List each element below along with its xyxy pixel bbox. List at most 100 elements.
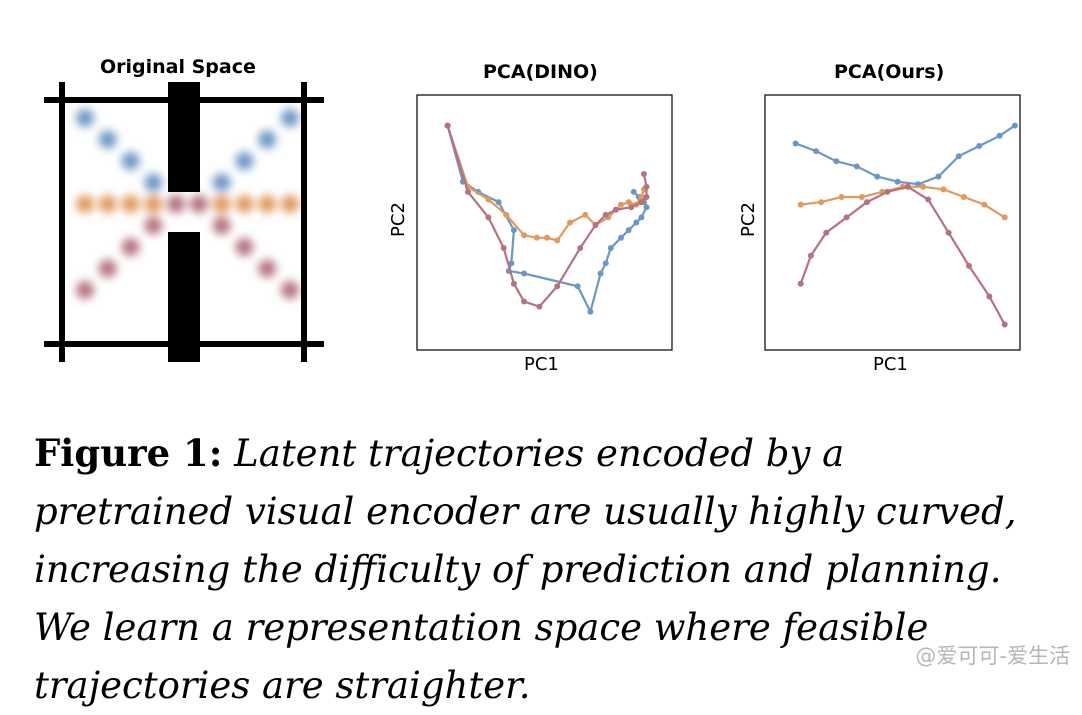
ours-plot-pink-point	[904, 183, 911, 190]
dino-plot-pink-point	[554, 283, 561, 290]
ours-plot-pink-point	[884, 188, 891, 195]
original-pink-point	[281, 281, 299, 299]
grid-left-line	[59, 82, 65, 362]
figure-canvas	[44, 82, 1021, 362]
ours-plot-blue-line	[795, 124, 1016, 186]
original-blue-point	[235, 152, 254, 170]
original-blue-point	[144, 173, 163, 192]
ours-plot-blue-point	[833, 158, 840, 165]
ours-plot-orange-point	[981, 201, 988, 208]
dino-plot-pink-point	[465, 188, 471, 195]
original-space-grid	[44, 82, 324, 362]
dino-plot-pink-point	[500, 245, 507, 251]
dino-plot-blue-line	[446, 125, 648, 315]
dino-plot-series	[444, 122, 650, 315]
original-orange-point	[98, 195, 117, 213]
original-pink-point	[144, 216, 163, 235]
ours-plot-blue-point	[1011, 122, 1018, 129]
ours-plot-orange-point	[858, 194, 865, 200]
ours-plot-orange-point	[960, 194, 967, 200]
ours-plot-blue-point	[996, 132, 1003, 139]
dino-plot-orange-point	[503, 211, 510, 218]
dino-plot-blue-point	[597, 270, 604, 277]
original-orange-point	[144, 195, 163, 213]
dino-plot-orange-point	[521, 232, 528, 239]
original-orange-point	[212, 195, 231, 213]
original-pink-point	[76, 281, 94, 299]
dino-plot-pink-point	[592, 222, 599, 229]
original-pink-point	[189, 195, 208, 213]
original-orange-point	[281, 195, 299, 213]
dino-plot-orange-point	[638, 194, 645, 200]
wall-upper	[168, 82, 200, 192]
caption-label: Figure 1:	[34, 431, 223, 475]
dino-plot-pink-point	[577, 245, 584, 251]
dino-plot-blue-point	[643, 204, 650, 211]
ours-plot-blue-point	[792, 140, 799, 147]
dino-plot-blue-point	[607, 245, 614, 251]
dino-plot-blue-point	[630, 188, 637, 195]
grid-right-line	[301, 82, 307, 362]
dino-plot-orange-point	[625, 199, 632, 206]
ours-plot-pink-point	[966, 262, 972, 269]
dino-xlabel: PC1	[524, 354, 559, 375]
dino-plot-pink-point	[521, 298, 528, 305]
original-pink-point	[98, 259, 117, 278]
ours-plot-orange-line	[800, 185, 1006, 219]
original-blue-point	[121, 152, 140, 170]
dino-plot-orange-point	[485, 196, 492, 203]
dino-plot-blue-point	[633, 219, 640, 226]
ours-plot-blue-point	[813, 148, 819, 155]
dino-plot-pink-point	[485, 214, 492, 221]
dino-plot-pink-point	[638, 199, 645, 206]
dino-plot-pink-point	[510, 280, 517, 287]
dino-plot-pink-point	[640, 171, 647, 178]
original-blue-point	[98, 130, 117, 149]
dino-plot-orange-point	[554, 237, 561, 244]
pca-ours-title: PCA(Ours)	[834, 61, 945, 83]
ours-plot-blue-point	[874, 173, 881, 180]
ours-plot-pink-point	[807, 252, 814, 259]
dino-plot-blue-point	[625, 227, 632, 234]
ours-plot-orange-point	[920, 183, 927, 190]
ours-plot-pink-point	[1001, 321, 1008, 328]
ours-xlabel: PC1	[873, 354, 908, 375]
ours-plot-blue-point	[894, 178, 901, 185]
ours-plot-blue-point	[935, 173, 942, 180]
wall-lower	[168, 232, 200, 362]
dino-plot-blue-point	[510, 227, 517, 234]
dino-plot-orange-point	[567, 219, 573, 226]
original-pink-point	[167, 195, 186, 213]
dino-plot-blue-point	[495, 199, 502, 206]
ours-plot-orange-point	[838, 194, 845, 200]
original-orange-point	[235, 195, 254, 213]
ours-plot-orange-point	[1001, 214, 1008, 221]
original-blue-point	[76, 109, 94, 127]
ours-plot-orange-point	[940, 186, 947, 193]
original-space-trajectories	[76, 109, 299, 299]
dino-plot-pink-point	[602, 211, 609, 218]
dino-plot-orange-point	[533, 234, 540, 241]
pca-dino-title: PCA(DINO)	[483, 61, 598, 83]
dino-plot-orange-line	[446, 125, 645, 242]
ours-plot-blue-point	[853, 163, 860, 170]
ours-plot-pink-point	[797, 280, 804, 287]
figure-caption: Figure 1: Latent trajectories encoded by…	[34, 424, 1044, 715]
ours-plot-series	[792, 122, 1018, 328]
ours-plot-pink-point	[823, 229, 830, 236]
dino-plot-pink-point	[628, 204, 635, 211]
dino-plot-blue-point	[602, 260, 609, 267]
dino-plot-orange-point	[544, 234, 551, 241]
dino-plot-blue-point	[638, 214, 645, 221]
dino-plot-pink-point	[612, 206, 619, 213]
ours-plot-pink-point	[864, 199, 870, 206]
dino-plot-blue-point	[618, 234, 624, 241]
ours-plot-blue-point	[976, 143, 983, 149]
dino-plot-blue-point	[508, 260, 515, 267]
dino-plot-blue-point	[574, 283, 581, 290]
original-space-title: Original Space	[100, 56, 256, 78]
original-orange-point	[258, 195, 277, 213]
original-blue-point	[258, 130, 277, 149]
original-orange-point	[76, 195, 94, 213]
original-orange-point	[121, 195, 140, 213]
